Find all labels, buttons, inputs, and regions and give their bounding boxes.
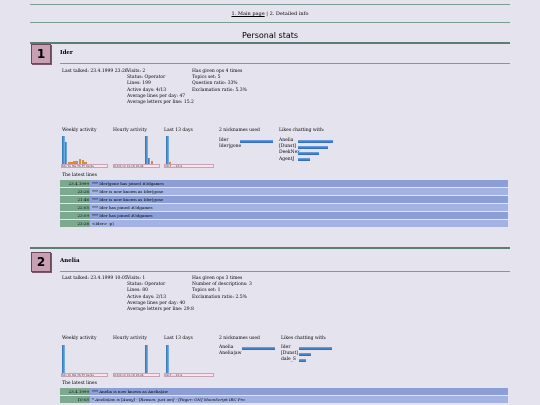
bar <box>73 161 76 164</box>
latest-lines-label: The latest lines <box>62 381 97 386</box>
bar <box>166 136 169 164</box>
last-talked: Last talked: 23.4.1999 10:05 <box>62 276 128 281</box>
table-row: 10:05 * Anelia|aw is [Away] - [Reason: ju… <box>60 396 508 403</box>
chatting-bar <box>298 151 319 155</box>
last13-label: Last 13 days <box>164 336 193 341</box>
bar <box>62 345 65 373</box>
bar <box>62 136 65 164</box>
section-divider <box>30 247 510 249</box>
hourly-bars <box>145 136 154 164</box>
bar <box>145 136 148 164</box>
last13-bars <box>166 345 169 373</box>
table-row: 23.4.1999 23:23*** Ider|gone has joined … <box>60 180 508 193</box>
stats-column-2: Has given ops 4 times Topics set: 5 Questi… <box>192 69 247 93</box>
weekly-activity-label: Weekly activity <box>62 128 97 133</box>
stats-column-1: Visits: 1 Status: Operator Lines: 80 Active… <box>127 276 194 313</box>
bar <box>145 345 148 373</box>
rank-badge: 1 <box>31 44 51 64</box>
weekly-axis: Mo Tu We Th Fr Sa Su <box>61 164 108 168</box>
bar <box>150 161 154 164</box>
stats-column-1: Visits: 2 Status: Operator Lines: 199 Activ… <box>127 69 194 106</box>
last13-axis: 29.3 ... 23.4 <box>164 373 214 377</box>
hourly-axis: 0-6 6-12 12-18 18-24 <box>113 164 160 168</box>
main-page-link[interactable]: 1. Main page <box>231 11 265 17</box>
nickname-bar <box>242 346 275 350</box>
nav-current: 2. Detailed info <box>269 11 309 17</box>
table-row: 23:09 *** Ider has joined #3dgames <box>60 212 508 219</box>
last13-axis: 29.3 ... 23.4 <box>164 164 214 168</box>
nicknames-label: 2 nicknames used <box>219 336 260 341</box>
chatting-bar <box>298 145 328 149</box>
user-divider <box>60 271 510 272</box>
user-nick: Ider <box>60 50 73 56</box>
user-divider <box>60 63 510 64</box>
chatting-list: Ider [Dunst] dale_S <box>281 345 299 363</box>
table-row: 23.4.1999 10:05*** Anelia is now known a… <box>60 388 508 401</box>
weekly-bars <box>62 345 65 373</box>
stats-column-2: Has given ops 3 times Number of descripti… <box>192 276 252 300</box>
weekly-bars <box>62 136 87 164</box>
chatting-label: Likes chatting with: <box>279 128 325 133</box>
chatting-bar <box>298 158 310 162</box>
title-divider <box>30 42 510 44</box>
nickname-bar <box>240 139 273 143</box>
user-nick: Anelia <box>60 258 80 264</box>
bar <box>67 162 71 164</box>
chatting-bar <box>299 352 311 356</box>
bar <box>70 162 73 164</box>
nicknames-label: 2 nicknames used <box>219 128 260 133</box>
nickname-list: Anelia Anelia|aw <box>219 345 242 357</box>
bar <box>168 162 172 164</box>
last13-bars <box>166 136 172 164</box>
bar <box>166 345 169 373</box>
table-row: 23:26 <Ider> :p) <box>60 220 508 227</box>
hourly-activity-label: Hourly activity <box>113 128 147 133</box>
nav-divider <box>30 22 510 23</box>
bar <box>64 142 68 164</box>
hourly-activity-label: Hourly activity <box>113 336 147 341</box>
bar <box>75 161 79 164</box>
nickname-list: Ider Ider|gone <box>219 138 242 150</box>
chatting-bar <box>299 346 332 350</box>
bar <box>81 160 85 164</box>
nav-separator: | <box>264 11 270 17</box>
last-talked: Last talked: 23.4.1999 23:26 <box>62 69 128 74</box>
table-row: 22:05 *** Ider has joined #3dgames <box>60 204 508 211</box>
last13-label: Last 13 days <box>164 128 193 133</box>
chatting-bar <box>298 139 333 143</box>
bar <box>78 159 82 164</box>
table-row: 21:46 *** Ider is now known as Ider|gone <box>60 196 508 203</box>
chatting-label: Likes chatting with: <box>281 336 327 341</box>
chatting-bar <box>299 358 306 362</box>
weekly-activity-label: Weekly activity <box>62 336 97 341</box>
rank-badge: 2 <box>31 252 51 272</box>
breadcrumb: 1. Main page | 2. Detailed info <box>0 11 540 17</box>
hourly-bars <box>145 345 148 373</box>
weekly-axis: Mo Tu We Th Fr Sa Su <box>61 373 108 377</box>
latest-lines-label: The latest lines <box>62 173 97 178</box>
chatting-list: Anelia [Dunst] DeekNex AgentJ <box>279 138 300 162</box>
hourly-axis: 0-6 6-12 12-18 18-24 <box>113 373 160 377</box>
page-title: Personal stats <box>241 31 299 40</box>
bar <box>147 158 151 164</box>
bar <box>84 162 87 164</box>
table-row: 23:26 *** Ider is now known as Ider|gone <box>60 188 508 195</box>
top-divider <box>30 4 510 5</box>
